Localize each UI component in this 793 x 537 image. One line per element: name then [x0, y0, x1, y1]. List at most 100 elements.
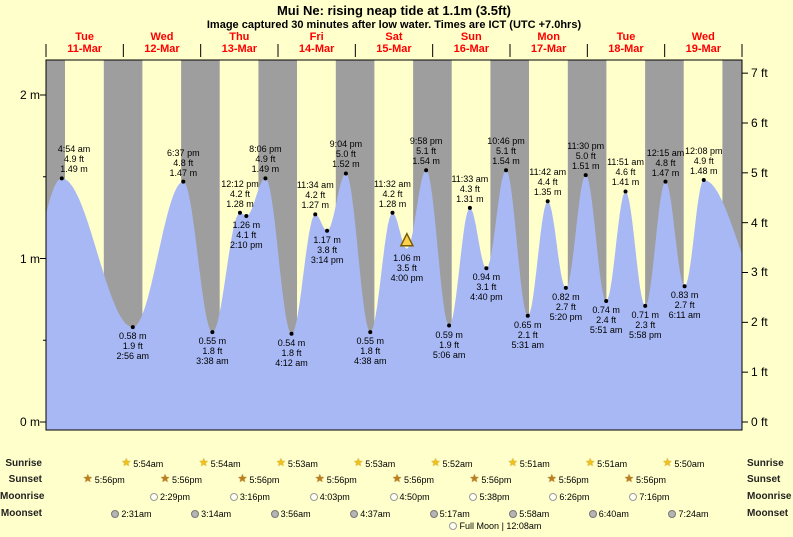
- day-label: Sat 15-Mar: [376, 31, 412, 55]
- tide-event-dot: [244, 213, 249, 218]
- tide-event-label: 9:04 pm 5.0 ft 1.52 m: [329, 139, 363, 170]
- sunrise-icon: ★: [198, 457, 209, 469]
- tide-event-dot: [525, 313, 530, 318]
- sunrise-entry: ★ 5:51am: [497, 457, 561, 470]
- sunrise-time: 5:54am: [133, 458, 164, 469]
- moonrise-icon: [469, 492, 478, 501]
- sunrise-entry: ★ 5:53am: [342, 457, 406, 470]
- sunset-entry: ★ 5:56pm: [536, 473, 600, 486]
- tide-event-dot: [210, 330, 215, 335]
- sunset-entry: ★ 5:56pm: [304, 473, 368, 486]
- sunset-icon: ★: [314, 473, 325, 485]
- moonset-entry: 3:56am: [259, 507, 323, 520]
- sunrise-icon: ★: [353, 457, 364, 469]
- moonset-entry: 5:17am: [418, 507, 482, 520]
- tide-curve-area: [46, 170, 742, 431]
- sunset-time: 5:56pm: [636, 474, 667, 485]
- moonset-time: 5:58am: [519, 508, 550, 519]
- moonrise-icon: [149, 492, 158, 501]
- astro-row-label-right: Sunset: [747, 474, 781, 485]
- sunset-icon: ★: [624, 473, 635, 485]
- tide-event-label: 11:34 am 4.2 ft 1.27 m: [296, 180, 334, 211]
- moonrise-entry: 2:29pm: [138, 490, 202, 503]
- moonrise-icon: [629, 492, 638, 501]
- sunrise-entry: ★ 5:51am: [574, 457, 638, 470]
- sunrise-time: 5:53am: [287, 458, 318, 469]
- tide-event-label: 0.54 m 1.8 ft 4:12 am: [275, 337, 308, 368]
- sunset-time: 5:56pm: [326, 474, 357, 485]
- y-axis-right-label: 0 ft: [751, 415, 768, 429]
- moonset-icon: [350, 509, 359, 518]
- current-time-marker: [399, 232, 415, 247]
- sunrise-time: 5:53am: [365, 458, 396, 469]
- astro-row-label-left: Sunset: [8, 474, 42, 485]
- tide-event-label: 0.74 m 2.4 ft 5:51 am: [589, 305, 623, 335]
- moonrise-entry: 3:16pm: [218, 490, 282, 503]
- moonset-entry: 5:58am: [497, 507, 561, 520]
- sunset-time: 5:56pm: [94, 474, 125, 485]
- tide-event-dot: [545, 199, 550, 204]
- tide-event-label: 8:06 pm 4.9 ft 1.49 m: [249, 144, 282, 175]
- tide-event-dot: [484, 266, 489, 271]
- tide-event-dot: [289, 331, 294, 336]
- y-axis-left-label: 1 m: [19, 251, 40, 266]
- sunset-time: 5:56pm: [172, 474, 203, 485]
- moonset-icon: [429, 509, 438, 518]
- moonrise-time: 5:38pm: [479, 491, 510, 502]
- tide-event-label: 12:12 pm 4.2 ft 1.28 m: [221, 178, 259, 209]
- tide-event-label: 0.65 m 2.1 ft 5:31 am: [511, 319, 545, 350]
- moonset-entry: 3:14am: [179, 507, 243, 520]
- tide-event-dot: [313, 212, 318, 217]
- moonrise-entry: 4:50pm: [378, 490, 442, 503]
- moonrise-icon: [389, 492, 398, 501]
- tide-event-label: 11:42 am 4.4 ft 1.35 m: [529, 167, 567, 198]
- day-label: Tue 18-Mar: [608, 31, 644, 55]
- moonrise-icon: [549, 492, 558, 501]
- astro-row-label-right: Moonset: [747, 508, 789, 519]
- sunrise-entry: ★ 5:54am: [110, 457, 174, 470]
- tide-event-label: 0.71 m 2.3 ft 5:58 pm: [628, 309, 662, 340]
- full-moon-text: Full Moon | 12:08am: [459, 521, 542, 531]
- tide-event-dot: [663, 179, 668, 184]
- sunset-entry: ★ 5:56pm: [381, 473, 445, 486]
- moonrise-entry: 4:03pm: [298, 490, 362, 503]
- sunset-entry: ★ 5:56pm: [458, 473, 522, 486]
- sunset-icon: ★: [392, 473, 403, 485]
- moonset-entry: 2:31am: [99, 507, 163, 520]
- moonset-entry: 4:37am: [338, 507, 402, 520]
- day-label: Thu 13-Mar: [221, 31, 258, 55]
- sunrise-entry: ★ 5:52am: [420, 457, 484, 470]
- chart-title: Mui Ne: rising neap tide at 1.1m (3.5ft): [276, 3, 512, 18]
- moonrise-time: 6:26pm: [559, 491, 590, 502]
- day-label: Mon 17-Mar: [530, 31, 567, 55]
- tide-event-dot: [325, 228, 330, 233]
- sunrise-time: 5:52am: [442, 458, 473, 469]
- moonset-icon: [191, 509, 200, 518]
- tide-event-dot: [263, 176, 268, 181]
- moonset-icon: [111, 509, 120, 518]
- tide-event-label: 0.55 m 1.8 ft 4:38 am: [353, 336, 387, 367]
- sunrise-time: 5:50am: [674, 458, 705, 469]
- sunrise-icon: ★: [430, 457, 441, 469]
- sunset-time: 5:56pm: [404, 474, 435, 485]
- moonset-time: 4:37am: [360, 508, 391, 519]
- tide-event-label: 0.58 m 1.9 ft 2:56 am: [116, 331, 150, 362]
- sunrise-icon: ★: [507, 457, 518, 469]
- chart-subtitle: Image captured 30 minutes after low wate…: [206, 19, 582, 31]
- sunrise-time: 5:54am: [210, 458, 241, 469]
- moonrise-entry: 5:38pm: [457, 490, 521, 503]
- tide-event-dot: [604, 299, 609, 304]
- tide-event-dot: [643, 303, 648, 308]
- tide-event-dot: [130, 325, 135, 330]
- tide-event-dot: [59, 176, 64, 181]
- full-moon-icon: [448, 522, 457, 530]
- y-axis-left-label: 2 m: [19, 88, 40, 102]
- astro-row-label-left: Moonrise: [0, 491, 45, 502]
- tide-event-label: 11:30 pm 5.0 ft 1.51 m: [567, 141, 605, 172]
- tide-event-label: 1.17 m 3.8 ft 3:14 pm: [310, 234, 344, 265]
- sunset-entry: ★ 5:56pm: [72, 473, 136, 486]
- sunrise-icon: ★: [121, 457, 132, 469]
- sunrise-time: 5:51am: [597, 458, 628, 469]
- moonrise-entry: 7:16pm: [617, 490, 681, 503]
